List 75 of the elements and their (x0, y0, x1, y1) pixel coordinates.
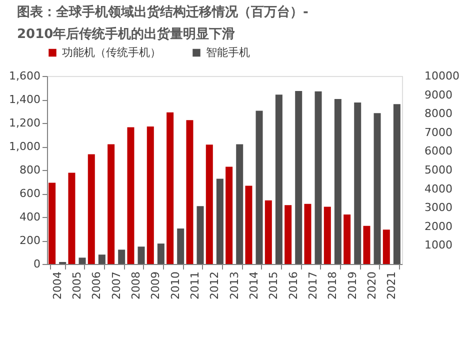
legend-label: 功能机（传统手机） (62, 46, 161, 59)
bar (236, 144, 244, 264)
bar (196, 206, 204, 264)
bar (226, 166, 233, 264)
y-tick-label: 1,200 (9, 116, 40, 130)
x-tick-label: 2004 (50, 272, 64, 300)
bar (295, 91, 302, 264)
y2-tick-label: 2000 (424, 220, 452, 233)
y2-tick-label: 9000 (424, 88, 452, 102)
bar (127, 127, 134, 264)
bar (177, 228, 184, 264)
bar (393, 104, 400, 264)
bar (98, 254, 106, 264)
y-tick-label: 200 (20, 234, 40, 247)
y-tick-label: 600 (20, 187, 40, 200)
x-tick-label: 2016 (286, 272, 300, 300)
bar (256, 110, 263, 264)
y2-tick-label: 1000 (424, 238, 452, 252)
bar (68, 172, 76, 264)
bar (284, 205, 292, 264)
y2-tick-label: 10000 (424, 70, 460, 82)
bar (146, 126, 154, 264)
bar (166, 112, 174, 264)
bar (138, 246, 145, 264)
bar (78, 258, 86, 264)
x-tick-label: 2017 (306, 272, 320, 300)
y-tick-label: 400 (20, 210, 40, 224)
x-tick-label: 2008 (129, 272, 142, 300)
x-tick-label: 2013 (228, 272, 241, 300)
y2-tick-label: 7000 (424, 126, 452, 139)
x-tick-label: 2014 (248, 272, 260, 300)
y-tick-label: 800 (20, 164, 40, 176)
bar (108, 144, 115, 264)
y2-tick-label: 6000 (424, 144, 452, 158)
bar (48, 182, 56, 264)
bar (334, 99, 342, 264)
bar (363, 226, 370, 264)
bar (354, 102, 362, 264)
y2-tick-label: 5000 (424, 164, 452, 176)
bar (157, 244, 164, 264)
x-tick-label: 2006 (90, 272, 104, 300)
x-tick-label: 2009 (149, 272, 162, 300)
bar (118, 250, 126, 264)
x-tick-label: 2011 (188, 272, 202, 300)
x-tick-label: 2015 (267, 272, 280, 300)
bar (245, 186, 252, 264)
bar (216, 178, 224, 264)
chart-title: 图表：全球手机领域出货结构迁移情况（百万台）- 2010年后传统手机的出货量明显下滑 (17, 4, 308, 42)
bar (304, 204, 312, 264)
legend-label: 智能手机 (206, 46, 250, 59)
bar (344, 214, 351, 264)
y-tick-label: 0 (34, 258, 40, 270)
y2-tick-label: 3000 (424, 201, 452, 214)
bar (264, 200, 272, 264)
x-tick-label: 2010 (168, 272, 182, 300)
y2-tick-label: 4000 (424, 182, 452, 196)
bar (314, 91, 322, 264)
bar (88, 154, 95, 264)
y-tick-label: 1,000 (9, 140, 40, 153)
bar (374, 113, 381, 264)
x-tick-label: 2020 (366, 272, 379, 300)
x-tick-label: 2019 (346, 272, 359, 300)
bar (382, 230, 390, 264)
bar (275, 94, 282, 264)
x-tick-label: 2021 (385, 272, 398, 300)
bar (206, 144, 213, 264)
x-tick-label: 2007 (110, 272, 123, 300)
x-tick-label: 2012 (208, 272, 222, 300)
y-tick-label: 1,600 (9, 70, 40, 82)
y2-tick-label: 8000 (424, 107, 452, 120)
x-tick-label: 2005 (70, 272, 84, 300)
bar (186, 120, 194, 264)
x-tick-label: 2018 (326, 272, 340, 300)
bar (324, 206, 331, 264)
y-tick-label: 1,400 (9, 93, 40, 106)
